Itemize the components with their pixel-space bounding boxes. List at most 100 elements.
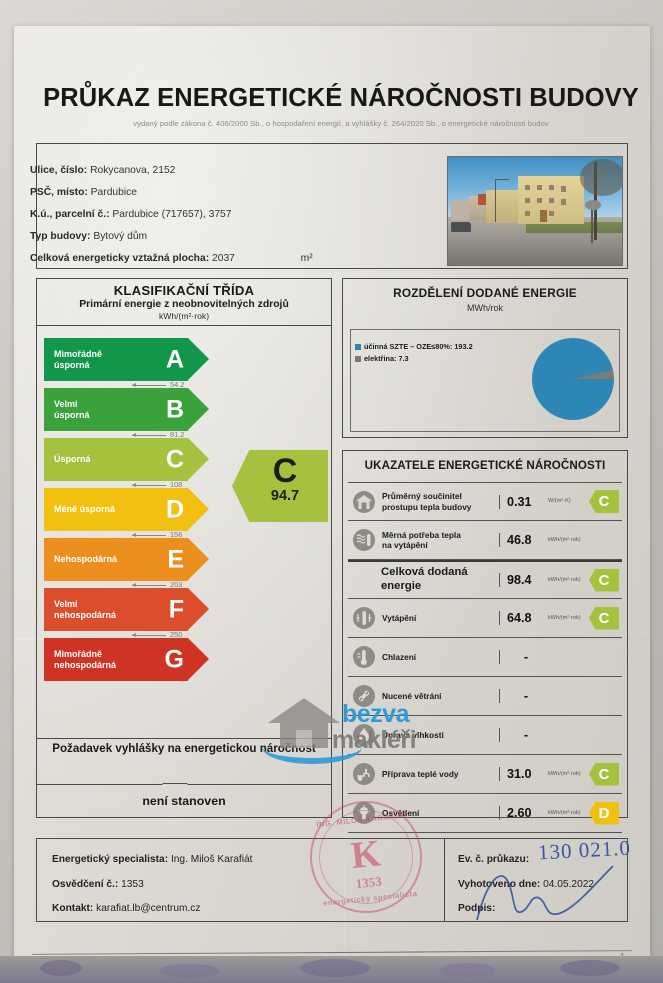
footer-signature-label: Podpis: [458, 903, 496, 914]
pie-chart-unit: MWh/rok [467, 303, 503, 313]
indicator-unit: kWh/(m²·rok) [548, 770, 581, 777]
energy-band-letter: B [165, 395, 184, 423]
energy-band-e: Nehospodárná E 203 [44, 538, 229, 589]
field-building-type-value: Bytový dům [93, 231, 148, 242]
energy-band-bar: Méně úsporná D [44, 488, 209, 531]
energy-band-arrow-icon [188, 538, 209, 580]
energy-band-letter: C [165, 445, 184, 473]
energy-band-letter: G [164, 645, 184, 673]
page-title: PRŮKAZ ENERGETICKÉ NÁROČNOSTI BUDOVY [43, 84, 639, 112]
footer-certificate-no-label: Osvědčení č.: [52, 879, 119, 890]
footer-specialist-value: Ing. Miloš Karafiát [170, 854, 253, 865]
indicator-class-badge [589, 646, 619, 669]
energy-band-label: Velmi nehospodárná [54, 599, 117, 620]
legend-label-1: elektřina: 7.3 [364, 354, 409, 363]
indicator-class-badge: C [589, 762, 619, 786]
indicator-row: Vytápění 64.8 kWh/(m²·rok) C [348, 599, 622, 638]
field-reference-area: Celková energeticky vztažná plocha: 2037… [30, 253, 313, 264]
footer-issue-date-label: Vyhotoveno dne: [458, 879, 541, 890]
energy-band-f: Velmi nehospodárná F 250 [44, 588, 229, 639]
indicator-name: Osvětlení [382, 807, 420, 818]
radiator-icon [353, 607, 375, 629]
indicator-row: Nucené větrání - [348, 677, 622, 716]
energy-band-threshold: 54.2 [132, 380, 184, 389]
indicator-row: Chlazení - [348, 638, 622, 677]
energy-band-g: Mimořádně nehospodárná G [44, 638, 229, 688]
indicator-name: Úprava vlhkosti [382, 729, 444, 740]
energy-band-bar: Velmi úsporná B [44, 388, 209, 431]
heat-icon [353, 529, 375, 551]
legend-label-0: účinná SZTE – OZE≤80%: 193.2 [364, 342, 473, 351]
field-street: Ulice, číslo: Rokycanova, 2152 [30, 165, 175, 176]
field-city: PSČ, místo: Pardubice [30, 187, 137, 198]
classification-header: KLASIFIKAČNÍ TŘÍDA Primární energie z ne… [36, 278, 332, 326]
footer-signature: Podpis: [458, 903, 495, 914]
requirement-notch-icon [162, 784, 188, 795]
indicator-value: - [499, 728, 545, 742]
energy-band-arrow-icon [188, 388, 209, 430]
pie-chart-area [350, 329, 620, 432]
field-reference-area-label: Celková energeticky vztažná plocha: [30, 253, 210, 264]
energy-class-scale: Mimořádně úsporná A 54.2 Velmi úsporná B 81.2… [44, 338, 229, 688]
indicator-value: 31.0 [499, 767, 545, 781]
indicator-value: 46.8 [499, 533, 545, 547]
pie-legend-item-0: účinná SZTE – OZE≤80%: 193.2 [355, 342, 473, 351]
energy-band-a: Mimořádně úsporná A 54.2 [44, 338, 229, 389]
requirement-title: Požadavek vyhlášky na energetickou nároč… [52, 742, 316, 755]
footer-contact-label: Kontakt: [52, 903, 94, 914]
footer-divider [32, 950, 632, 955]
legend-swatch-1 [355, 356, 361, 362]
indicators-table: Průměrný součinitel prostupu tepla budov… [348, 482, 622, 833]
indicator-value: 2.60 [499, 806, 545, 820]
indicator-unit: kWh/(m²·rok) [548, 614, 581, 621]
energy-band-bar: Mimořádně nehospodárná G [44, 638, 209, 681]
footer-certificate-no-value: 1353 [121, 879, 144, 890]
indicators-title: UKAZATELE ENERGETICKÉ NÁROČNOSTI [364, 459, 606, 472]
energy-band-bar: Mimořádně úsporná A [44, 338, 209, 381]
energy-band-letter: D [165, 495, 184, 523]
field-cadastre-value: Pardubice (717657), 3757 [112, 209, 232, 220]
energy-band-label: Velmi úsporná [54, 399, 90, 420]
energy-band-label: Méně úsporná [54, 504, 116, 515]
energy-band-arrow-icon [188, 338, 209, 380]
footer-evidence-no-label: Ev. č. průkazu: [458, 854, 530, 865]
energy-indicators-panel [342, 450, 628, 818]
field-building-type: Typ budovy: Bytový dům [30, 231, 147, 242]
water-tap-icon [353, 763, 375, 785]
indicator-name: Nucené větrání [382, 690, 442, 701]
classification-unit: kWh/(m²·rok) [158, 311, 210, 321]
energy-band-arrow-icon [188, 438, 209, 480]
indicator-value: - [499, 650, 545, 664]
classification-title: KLASIFIKAČNÍ TŘÍDA [113, 283, 255, 298]
building-photo [447, 156, 623, 266]
cooling-icon [353, 646, 375, 668]
pie-chart-title: ROZDĚLENÍ DODANÉ ENERGIE [393, 286, 577, 300]
page-subtitle: vydaný podle zákona č. 406/2000 Sb., o h… [133, 119, 549, 128]
energy-band-label: Úsporná [54, 454, 91, 465]
field-street-value: Rokycanova, 2152 [90, 165, 176, 176]
requirement-value: není stanoven [142, 794, 226, 808]
indicator-name: Celková dodaná energie [381, 566, 468, 592]
result-class-value: 94.7 [270, 487, 300, 504]
energy-band-label: Mimořádně nehospodárná [54, 649, 117, 670]
indicator-value: 64.8 [499, 611, 545, 625]
indicator-value: - [499, 689, 545, 703]
indicator-class-badge: C [589, 606, 619, 630]
indicator-unit: kWh/(m²·rok) [548, 536, 581, 543]
energy-band-bar: Velmi nehospodárná F [44, 588, 209, 631]
footer-contact-value: karafiat.lb@centrum.cz [96, 903, 201, 914]
field-street-label: Ulice, číslo: [30, 165, 88, 176]
indicator-row: Měrná potřeba tepla na vytápění 46.8 kWh/(… [348, 521, 622, 560]
energy-band-letter: E [167, 545, 184, 573]
indicator-class-badge [589, 685, 619, 708]
energy-band-threshold: 81.2 [132, 430, 184, 439]
footer-specialist: Energetický specialista: Ing. Miloš Kara… [52, 854, 252, 865]
field-building-type-label: Typ budovy: [30, 231, 91, 242]
field-reference-area-unit: m² [300, 253, 313, 264]
footer-contact: Kontakt: karafiat.lb@centrum.cz [52, 903, 200, 914]
indicator-name: Měrná potřeba tepla na vytápění [382, 529, 461, 550]
indicator-value: 98.4 [499, 573, 545, 587]
indicator-name: Chlazení [382, 651, 417, 662]
indicator-name: Vytápění [382, 612, 417, 623]
pie-chart [532, 338, 614, 420]
